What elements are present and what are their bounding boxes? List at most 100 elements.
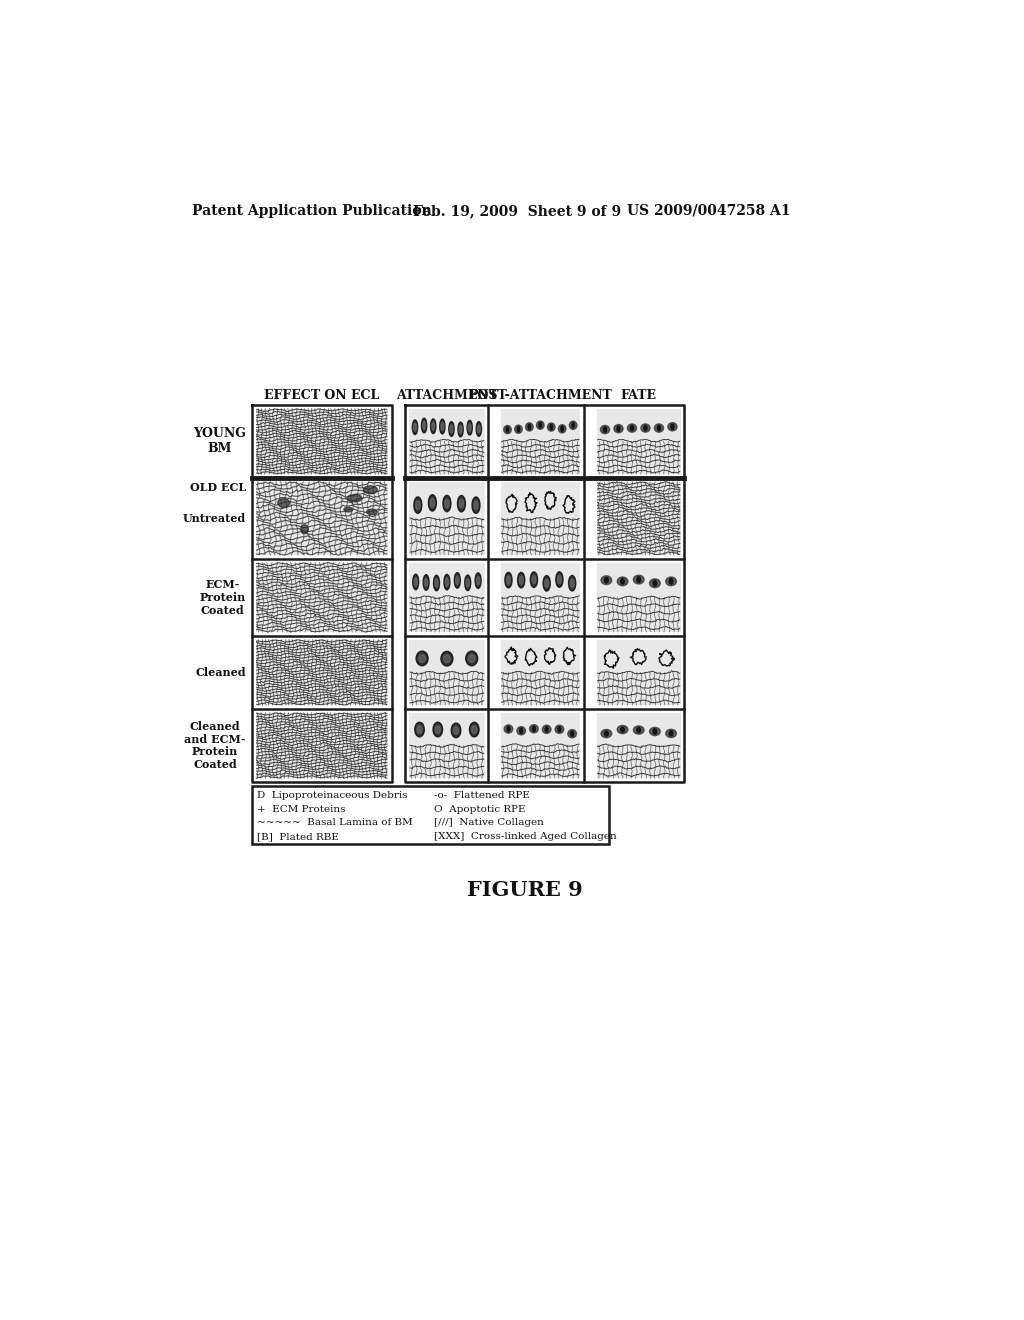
Ellipse shape [548,422,555,432]
Bar [410,482,484,554]
Ellipse shape [476,577,480,585]
Text: [B]  Plated RBE: [B] Plated RBE [257,833,339,841]
Ellipse shape [561,426,563,432]
Bar [501,562,580,632]
Ellipse shape [278,499,290,507]
Ellipse shape [641,424,650,432]
Ellipse shape [557,576,561,583]
Ellipse shape [423,421,426,429]
Ellipse shape [519,576,523,585]
Ellipse shape [444,499,450,508]
Ellipse shape [507,576,510,585]
Ellipse shape [653,581,656,586]
Ellipse shape [520,729,522,734]
Ellipse shape [507,726,510,731]
Ellipse shape [515,425,522,433]
Ellipse shape [604,577,608,583]
Ellipse shape [621,578,625,585]
Text: -o-  Flattened RPE: -o- Flattened RPE [434,791,530,800]
Ellipse shape [517,726,525,735]
Bar [597,713,681,779]
Ellipse shape [413,420,418,434]
Ellipse shape [570,731,573,737]
Ellipse shape [634,576,644,583]
Ellipse shape [568,576,575,591]
Ellipse shape [637,577,641,582]
Ellipse shape [545,726,548,733]
Ellipse shape [433,576,439,591]
Ellipse shape [517,426,520,432]
Ellipse shape [614,425,623,433]
Text: D  Lipoproteinaceous Debris: D Lipoproteinaceous Debris [257,791,408,800]
Ellipse shape [472,496,480,513]
Ellipse shape [415,722,424,737]
Text: US 2009/0047258 A1: US 2009/0047258 A1 [627,203,791,218]
Ellipse shape [430,499,434,507]
Ellipse shape [634,726,644,734]
Ellipse shape [617,577,628,586]
Ellipse shape [422,418,427,433]
Bar [410,562,484,632]
Bar [256,562,388,632]
Text: +  ECM Proteins: + ECM Proteins [257,805,345,813]
Ellipse shape [474,500,478,510]
Ellipse shape [435,726,440,734]
Ellipse shape [543,576,550,591]
Text: Patent Application Publication: Patent Application Publication [191,203,431,218]
Text: ATTACHMENT: ATTACHMENT [396,389,498,403]
Ellipse shape [601,730,611,738]
Ellipse shape [649,727,660,735]
Bar [597,482,681,554]
Ellipse shape [617,726,628,734]
Ellipse shape [631,425,634,430]
Ellipse shape [657,425,660,430]
Ellipse shape [414,578,418,586]
Ellipse shape [445,578,449,586]
Ellipse shape [425,578,428,586]
Text: YOUNG
BM: YOUNG BM [193,428,246,455]
Ellipse shape [600,425,609,434]
Ellipse shape [301,524,308,533]
Ellipse shape [556,572,563,587]
Ellipse shape [532,726,536,731]
Text: Feb. 19, 2009  Sheet 9 of 9: Feb. 19, 2009 Sheet 9 of 9 [414,203,622,218]
Text: Cleaned: Cleaned [196,667,246,678]
Text: Untreated: Untreated [182,513,246,524]
Ellipse shape [458,422,463,437]
Ellipse shape [569,421,577,429]
Ellipse shape [417,726,422,734]
Bar [256,640,388,705]
Ellipse shape [666,729,677,738]
Ellipse shape [364,486,377,494]
Ellipse shape [465,576,471,590]
Ellipse shape [644,425,647,430]
Bar [410,713,484,779]
Bar [410,409,484,474]
Ellipse shape [443,655,451,663]
Bar [501,640,580,705]
Ellipse shape [530,572,538,587]
Ellipse shape [628,424,637,432]
Bar [410,640,484,705]
Ellipse shape [435,578,438,587]
Ellipse shape [468,424,471,432]
Ellipse shape [459,499,464,508]
Ellipse shape [475,573,481,589]
Ellipse shape [433,722,442,737]
Ellipse shape [531,576,536,583]
Ellipse shape [449,421,454,437]
Ellipse shape [668,422,677,430]
Bar [597,640,681,705]
Ellipse shape [454,726,459,734]
Ellipse shape [452,723,461,738]
Text: [XXX]  Cross-linked Aged Collagen: [XXX] Cross-linked Aged Collagen [434,833,616,841]
Ellipse shape [347,495,361,502]
Ellipse shape [525,422,534,432]
Ellipse shape [517,573,524,587]
Ellipse shape [455,573,461,589]
Ellipse shape [441,422,443,430]
Ellipse shape [637,727,641,733]
Ellipse shape [570,579,574,587]
Ellipse shape [649,579,660,587]
Ellipse shape [568,730,577,738]
